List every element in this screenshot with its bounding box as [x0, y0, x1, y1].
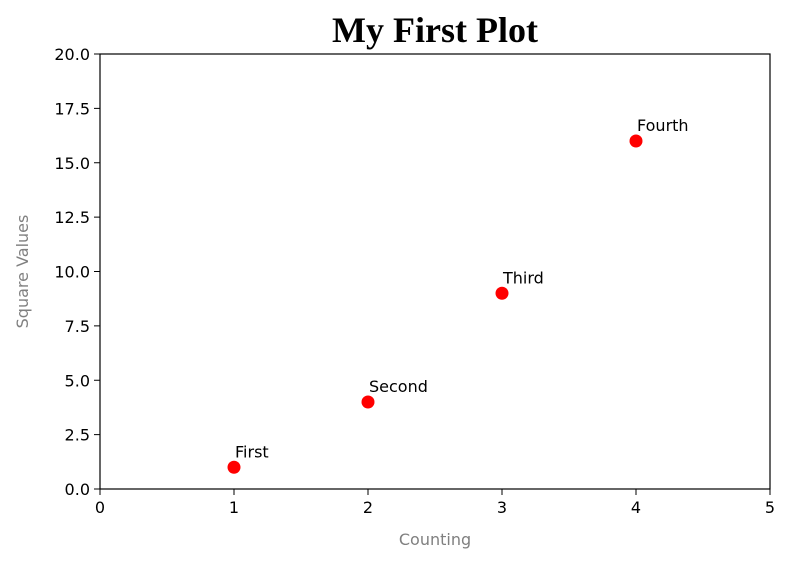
y-tick-label: 20.0 — [54, 45, 90, 64]
data-point — [629, 134, 643, 148]
y-tick-label: 5.0 — [65, 371, 90, 390]
chart-title: My First Plot — [332, 10, 538, 50]
x-tick-label: 1 — [229, 498, 239, 517]
point-label: Third — [502, 268, 544, 287]
y-tick-label: 12.5 — [54, 208, 90, 227]
y-axis-label: Square Values — [13, 215, 32, 329]
point-label: Second — [369, 377, 428, 396]
data-points: First Second Third Fourth — [227, 116, 689, 474]
y-tick-label: 10.0 — [54, 263, 90, 282]
x-axis: 0 1 2 3 4 5 — [95, 489, 775, 517]
point-label: First — [235, 442, 269, 461]
data-point — [361, 395, 375, 409]
y-tick-label: 0.0 — [65, 480, 90, 499]
point-label: Fourth — [637, 116, 689, 135]
data-point — [227, 460, 241, 474]
data-point — [495, 286, 509, 300]
y-tick-label: 17.5 — [54, 99, 90, 118]
y-tick-label: 15.0 — [54, 154, 90, 173]
x-tick-label: 4 — [631, 498, 641, 517]
x-tick-label: 5 — [765, 498, 775, 517]
y-tick-label: 2.5 — [65, 426, 90, 445]
y-tick-label: 7.5 — [65, 317, 90, 336]
x-tick-label: 0 — [95, 498, 105, 517]
x-tick-label: 3 — [497, 498, 507, 517]
y-axis: 0.0 2.5 5.0 7.5 10.0 12.5 15.0 17.5 20.0 — [54, 45, 100, 499]
x-tick-label: 2 — [363, 498, 373, 517]
x-axis-label: Counting — [399, 530, 471, 549]
